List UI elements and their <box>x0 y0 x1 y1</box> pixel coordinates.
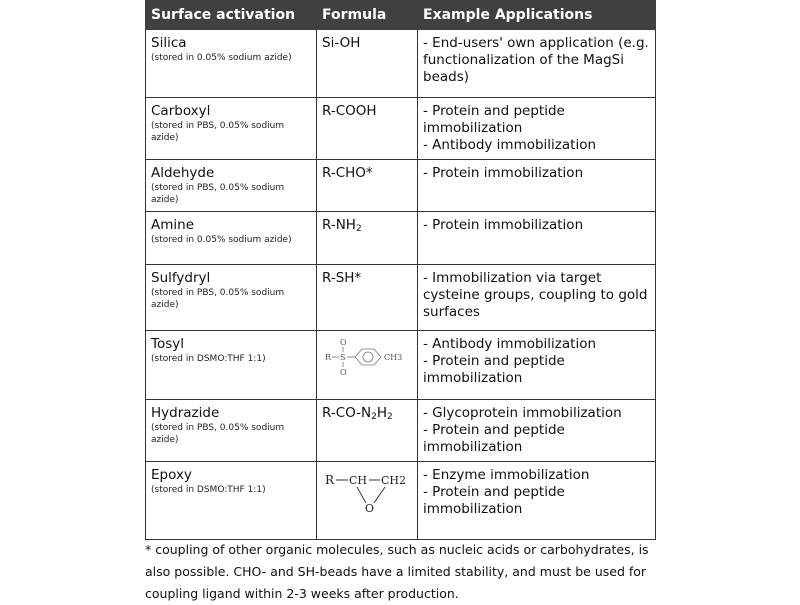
formula-cell: R S O O CH3 <box>316 330 418 400</box>
activation-name: Sulfydryl <box>151 270 211 286</box>
storage-note: (stored in 0.05% sodium azide) <box>151 53 292 63</box>
applications-cell: - Protein and peptide immobilization - An… <box>417 97 656 160</box>
activation-cell: Silica (stored in 0.05% sodium azide) <box>145 29 317 98</box>
formula-text: H <box>376 405 387 421</box>
table-header: Surface activation Formula Example Appli… <box>145 0 656 30</box>
application: - Glycoprotein immobilization <box>423 405 622 421</box>
formula-subscript: 2 <box>371 412 377 422</box>
r-label: R <box>325 473 335 487</box>
applications-cell: - Enzyme immobilization - Protein and pep… <box>417 461 656 540</box>
activation-name: Silica <box>151 35 187 51</box>
activation-name: Amine <box>151 217 194 233</box>
epoxy-structure-image: R CH CH2 O <box>325 473 406 515</box>
header-applications: Example Applications <box>417 0 656 30</box>
o-label: O <box>340 368 347 377</box>
application: - Protein and peptide immobilization <box>423 353 565 386</box>
application: - End-users' own application (e.g. funct… <box>423 35 649 85</box>
application: - Antibody immobilization <box>423 336 597 352</box>
activation-cell: Carboxyl (stored in PBS, 0.05% sodium azi… <box>145 97 317 160</box>
formula-subscript: 2 <box>355 224 362 234</box>
applications-cell: - Antibody immobilization - Protein and p… <box>417 330 656 400</box>
activation-cell: Aldehyde (stored in PBS, 0.05% sodium azi… <box>145 159 317 212</box>
formula-cell: R-CO-N2H2 <box>316 399 418 462</box>
tosyl-structure-image: R S O O CH3 <box>325 338 402 377</box>
applications-cell: - End-users' own application (e.g. funct… <box>417 29 656 98</box>
formula-cell: R-NH2 <box>316 211 418 265</box>
table-row: Silica (stored in 0.05% sodium azide) Si-… <box>145 29 656 98</box>
table-row: Epoxy (stored in DSMO:THF 1:1) R CH CH2 O… <box>145 461 656 540</box>
activation-name: Tosyl <box>151 336 184 352</box>
application: - Protein immobilization <box>423 165 584 181</box>
storage-note: (stored in DSMO:THF 1:1) <box>151 354 266 364</box>
table-row: Carboxyl (stored in PBS, 0.05% sodium azi… <box>145 97 656 160</box>
formula-cell: R-COOH <box>316 97 418 160</box>
storage-note: (stored in DSMO:THF 1:1) <box>151 485 266 495</box>
activation-name: Carboxyl <box>151 103 211 119</box>
storage-note: (stored in PBS, 0.05% sodium azide) <box>151 423 285 445</box>
storage-note: (stored in PBS, 0.05% sodium azide) <box>151 183 285 205</box>
activation-cell: Hydrazide (stored in PBS, 0.05% sodium az… <box>145 399 317 462</box>
formula-cell: R CH CH2 O <box>316 461 418 540</box>
storage-note: (stored in 0.05% sodium azide) <box>151 235 292 245</box>
bead-activation-table: Surface activation Formula Example Appli… <box>145 0 656 540</box>
s-label: S <box>340 353 345 362</box>
header-activation: Surface activation <box>145 0 317 30</box>
application: - Protein and peptide immobilization <box>423 484 565 517</box>
formula-cell: R-CHO* <box>316 159 418 212</box>
o-label: O <box>365 502 374 515</box>
header-formula: Formula <box>316 0 418 30</box>
storage-note: (stored in PBS, 0.05% sodium azide) <box>151 288 285 310</box>
r-label: R <box>325 353 332 362</box>
formula-subscript: 2 <box>387 412 393 422</box>
activation-name: Hydrazide <box>151 405 220 421</box>
activation-name: Epoxy <box>151 467 192 483</box>
ch-label: CH <box>349 474 367 487</box>
activation-cell: Tosyl (stored in DSMO:THF 1:1) <box>145 330 317 400</box>
applications-cell: - Glycoprotein immobilization - Protein a… <box>417 399 656 462</box>
activation-cell: Sulfydryl (stored in PBS, 0.05% sodium az… <box>145 264 317 331</box>
application: - Antibody immobilization <box>423 137 597 153</box>
application: - Enzyme immobilization <box>423 467 590 483</box>
o-label: O <box>340 338 347 347</box>
applications-cell: - Protein immobilization <box>417 211 656 265</box>
activation-cell: Epoxy (stored in DSMO:THF 1:1) <box>145 461 317 540</box>
table-row: Amine (stored in 0.05% sodium azide) R-NH… <box>145 211 656 265</box>
formula-text: R-NH <box>322 217 356 233</box>
table-row: Sulfydryl (stored in PBS, 0.05% sodium az… <box>145 264 656 331</box>
application: - Protein immobilization <box>423 217 584 233</box>
application: - Protein and peptide immobilization <box>423 103 565 136</box>
table-row: Aldehyde (stored in PBS, 0.05% sodium azi… <box>145 159 656 212</box>
formula-cell: R-SH* <box>316 264 418 331</box>
activation-cell: Amine (stored in 0.05% sodium azide) <box>145 211 317 265</box>
application: - Immobilization via target cysteine gro… <box>423 270 648 320</box>
application: - Protein and peptide immobilization <box>423 422 565 455</box>
footnote: * coupling of other organic molecules, s… <box>145 542 649 601</box>
applications-cell: - Protein immobilization <box>417 159 656 212</box>
storage-note: (stored in PBS, 0.05% sodium azide) <box>151 121 285 143</box>
activation-name: Aldehyde <box>151 165 215 181</box>
applications-cell: - Immobilization via target cysteine gro… <box>417 264 656 331</box>
ch2-label: CH2 <box>381 474 406 487</box>
formula-text: R-CO-N <box>322 405 372 421</box>
table-row: Hydrazide (stored in PBS, 0.05% sodium az… <box>145 399 656 462</box>
table-row: Tosyl (stored in DSMO:THF 1:1) R S O O CH… <box>145 330 656 400</box>
ch3-label: CH3 <box>384 353 402 362</box>
formula-cell: Si-OH <box>316 29 418 98</box>
